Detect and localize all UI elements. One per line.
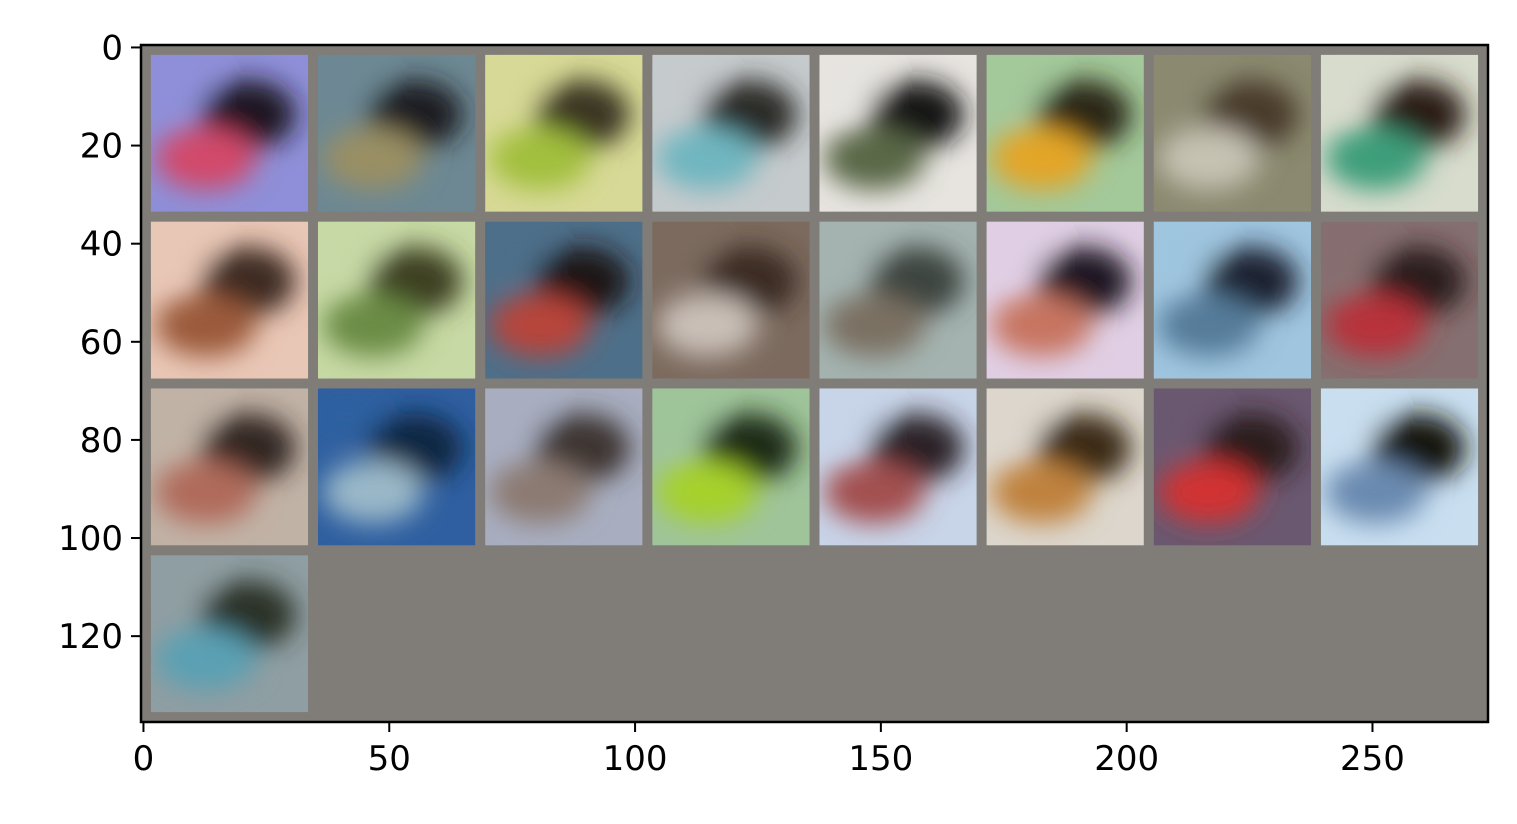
image-tile	[485, 54, 643, 212]
image-tile	[150, 221, 309, 379]
image-tile	[819, 388, 977, 546]
image-tile	[986, 221, 1144, 379]
image-tile	[652, 221, 810, 379]
image-tile	[150, 555, 309, 713]
image-tile	[150, 388, 309, 546]
image-tile	[485, 388, 643, 546]
x-tick-label: 200	[1094, 739, 1159, 779]
image-tile	[485, 221, 643, 379]
image-tile	[317, 221, 476, 379]
x-tick-label: 50	[368, 739, 411, 779]
y-tick-label: 0	[101, 28, 123, 68]
image-tile	[652, 54, 810, 212]
y-axis: 0 20 40 60 80 100 120	[58, 28, 141, 657]
x-tick-label: 150	[848, 739, 913, 779]
y-tick-label: 60	[80, 323, 123, 363]
image-tile	[652, 388, 810, 546]
image-tile	[1153, 388, 1312, 546]
image-tile	[819, 54, 977, 212]
image-tile	[986, 54, 1144, 212]
axes-frame	[139, 43, 1490, 724]
x-tick-label: 250	[1340, 739, 1405, 779]
image-tile	[1153, 221, 1312, 379]
y-tick-label: 20	[80, 127, 123, 167]
y-tick-label: 120	[58, 617, 123, 657]
x-tick-label: 100	[603, 739, 668, 779]
image-tile	[819, 221, 977, 379]
image-tile	[1320, 388, 1479, 546]
image-tile	[1320, 54, 1479, 212]
image-tile	[317, 388, 476, 546]
x-tick-label: 0	[133, 739, 155, 779]
image-tiles	[150, 54, 1479, 713]
x-axis: 0 50 100 150 200 250	[133, 722, 1405, 779]
image-tile	[1153, 54, 1312, 212]
image-tile	[986, 388, 1144, 546]
image-tile	[317, 54, 476, 212]
y-tick-label: 100	[58, 519, 123, 559]
y-tick-label: 80	[80, 421, 123, 461]
y-tick-label: 40	[80, 225, 123, 265]
image-tile	[150, 54, 309, 212]
image-tile	[1320, 221, 1479, 379]
